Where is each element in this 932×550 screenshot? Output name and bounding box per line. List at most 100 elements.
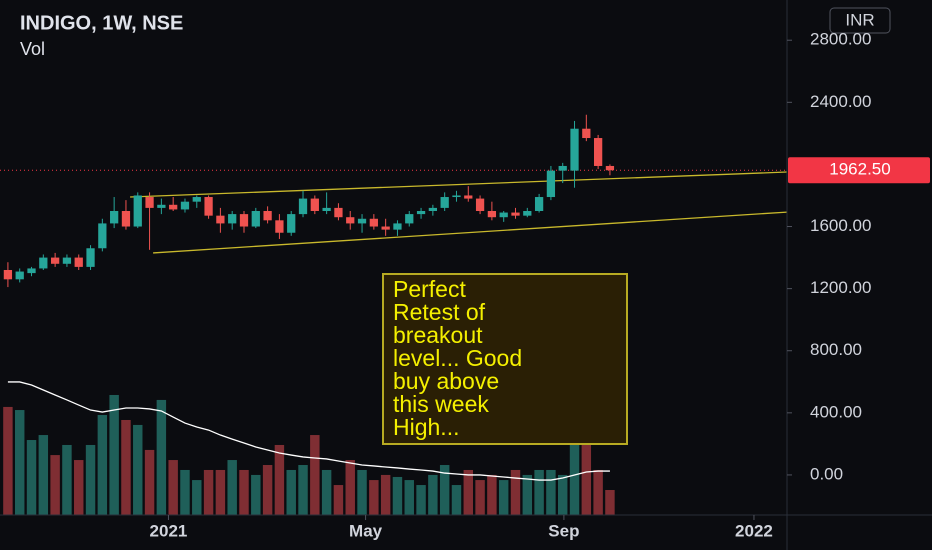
x-tick-label: 2021: [150, 521, 188, 540]
annotation-line: Perfect: [393, 276, 466, 302]
axes: 0.00 400.00 800.00 1200.00 1600.00 2400.00 280…: [150, 30, 930, 540]
volume-bar: [156, 399, 167, 515]
y-tick-label: 400.00: [810, 402, 862, 421]
y-tick-label: 1200.00: [810, 278, 871, 297]
volume-bar: [593, 469, 603, 515]
volume-bar: [522, 474, 533, 515]
volume-bar: [310, 435, 320, 515]
channel-line: [153, 211, 788, 254]
volume-bar: [3, 406, 13, 515]
volume-bar: [192, 480, 202, 515]
candle-body: [39, 257, 48, 269]
volume-ma-line: [7, 381, 610, 481]
volume-bar: [38, 435, 49, 515]
y-tick-label: 2400.00: [810, 92, 871, 111]
volume-bar: [168, 460, 178, 515]
candle-body: [110, 210, 119, 224]
candle-body: [216, 215, 225, 224]
volume-bar: [97, 415, 108, 515]
candle-body: [263, 210, 272, 221]
channel-line: [130, 171, 788, 198]
candle-body: [251, 210, 260, 227]
candle-body: [287, 214, 296, 233]
last-price-label: 1962.50: [829, 160, 890, 179]
candle-body: [86, 248, 95, 267]
volume-bar: [274, 444, 285, 515]
volume-bar: [14, 410, 25, 515]
volume-bar: [569, 415, 580, 515]
annotation-line: Retest of: [393, 299, 486, 325]
candle-body: [15, 271, 24, 280]
volume-bar: [85, 444, 96, 515]
volume-bar: [121, 419, 131, 515]
candle-body: [192, 197, 201, 202]
candle-body: [534, 197, 544, 211]
candle-body: [74, 257, 83, 267]
last-price-box: [788, 157, 930, 184]
volume-bar: [239, 469, 249, 515]
volume-bar: [498, 480, 509, 515]
volume-bar: [215, 469, 226, 515]
volume-bar: [50, 455, 60, 515]
volume-bar: [510, 469, 521, 515]
candle-body: [228, 214, 237, 224]
volume-bar: [133, 424, 143, 515]
annotation-box: [382, 273, 628, 445]
candle-body: [428, 207, 437, 211]
x-tick-label: 2022: [735, 521, 773, 540]
indicator-label: Vol: [20, 39, 45, 59]
plot-area: [0, 114, 788, 515]
candle-body: [121, 210, 131, 227]
volume-bar: [380, 474, 391, 515]
candle-body: [50, 257, 60, 264]
candle-body: [511, 212, 520, 216]
candle-body: [558, 165, 567, 171]
volume-bar: [74, 460, 84, 515]
candle-body: [157, 204, 166, 208]
candle-body: [452, 195, 461, 198]
candle-body: [239, 214, 249, 227]
candle-body: [98, 223, 107, 249]
volume-bar: [227, 460, 237, 515]
volume-bar: [180, 469, 190, 515]
chart-title: INDIGO, 1W, NSE: [20, 12, 183, 34]
currency-label[interactable]: INR: [845, 10, 874, 29]
volume-bar: [369, 480, 379, 515]
volume-bar: [251, 474, 261, 515]
candle-body: [499, 212, 508, 218]
annotation-line: this week: [393, 391, 489, 417]
volume-bar: [605, 490, 615, 515]
y-tick-label: 0.00: [810, 464, 843, 483]
candle-body: [464, 195, 473, 199]
volume-bar: [62, 444, 72, 515]
candle-body: [405, 214, 414, 224]
volume-bar: [557, 474, 568, 515]
currency-box[interactable]: [829, 7, 891, 34]
candle-body: [605, 165, 615, 171]
candle-body: [475, 198, 485, 211]
candle-body: [381, 226, 390, 230]
candle-body: [570, 128, 579, 171]
annotation-line: level... Good: [393, 345, 522, 371]
volume-bar: [321, 469, 332, 515]
annotation-line: buy above: [393, 368, 499, 394]
volume-bar: [286, 469, 296, 515]
candle-body: [322, 207, 331, 211]
annotation-line: High...: [393, 414, 459, 440]
y-tick-label: 2800.00: [810, 30, 871, 49]
candle-body: [298, 198, 308, 215]
volume-bar: [345, 460, 355, 515]
candle-body: [204, 197, 213, 216]
volume-bar: [404, 480, 414, 515]
x-tick-label: Sep: [548, 521, 579, 540]
volume-bar: [357, 469, 367, 515]
volume-bar: [298, 465, 308, 515]
candle-body: [27, 268, 36, 274]
candle-body: [180, 201, 190, 210]
candle-body: [369, 218, 378, 227]
candle-body: [582, 128, 591, 139]
x-tick-label: May: [349, 521, 383, 540]
y-tick-label: 1600.00: [810, 216, 871, 235]
